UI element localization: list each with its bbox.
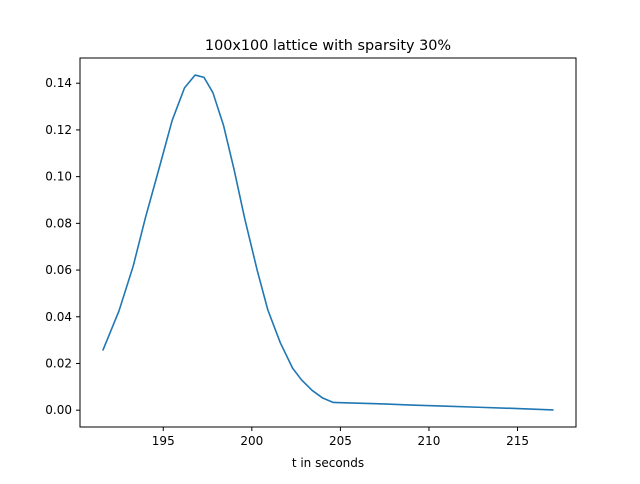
- axes-frame: [79, 57, 577, 428]
- x-tick-label: 195: [152, 434, 175, 448]
- x-tick-label: 205: [329, 434, 352, 448]
- y-tick-label: 0.02: [45, 356, 72, 370]
- x-axis: 195 200 205 210 215: [152, 427, 529, 448]
- y-tick-label: 0.12: [45, 123, 72, 137]
- y-tick-label: 0.10: [45, 170, 72, 184]
- x-axis-label: t in seconds: [292, 456, 364, 470]
- series-layer: [102, 74, 554, 411]
- series-line: [102, 74, 554, 411]
- y-tick-label: 0.06: [45, 263, 72, 277]
- x-tick-label: 210: [418, 434, 441, 448]
- y-tick-label: 0.00: [45, 403, 72, 417]
- chart-title: 100x100 lattice with sparsity 30%: [205, 38, 451, 54]
- y-axis: 0.00 0.02 0.04 0.06 0.08 0.10 0.12 0.14: [45, 76, 80, 417]
- y-tick-label: 0.14: [45, 76, 72, 90]
- y-tick-label: 0.08: [45, 216, 72, 230]
- x-tick-label: 200: [240, 434, 263, 448]
- y-tick-label: 0.04: [45, 310, 72, 324]
- x-tick-label: 215: [506, 434, 529, 448]
